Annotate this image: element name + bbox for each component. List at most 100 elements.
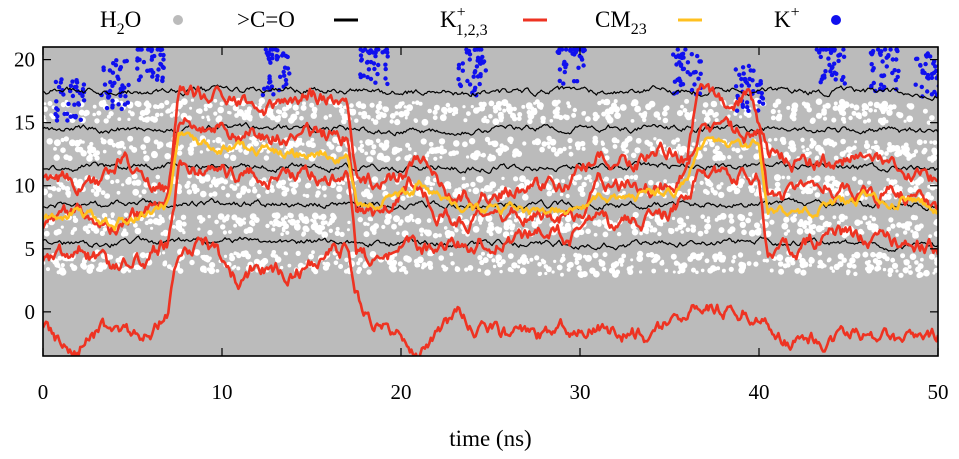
gap-point <box>484 136 491 143</box>
potassium-point <box>62 111 67 117</box>
gap-point <box>581 146 586 151</box>
gap-point <box>672 270 676 274</box>
gap-point <box>639 231 643 236</box>
gap-point <box>868 108 873 113</box>
potassium-point <box>54 99 59 104</box>
gap-point <box>783 216 790 223</box>
gap-point <box>603 102 607 106</box>
gap-point <box>253 258 261 265</box>
gap-point <box>826 258 831 263</box>
gap-point <box>360 103 367 110</box>
gap-point <box>424 179 431 186</box>
gap-point <box>827 221 832 227</box>
gap-point <box>922 147 928 153</box>
gap-point <box>140 144 147 151</box>
gap-point <box>318 215 323 220</box>
gap-point <box>783 231 789 236</box>
gap-point <box>753 261 759 267</box>
gap-point <box>929 195 934 201</box>
gap-point <box>573 175 579 181</box>
gap-point <box>639 270 643 274</box>
gap-point <box>718 191 725 199</box>
gap-point <box>880 108 885 113</box>
gap-point <box>600 141 606 146</box>
gap-point <box>925 191 931 198</box>
gap-point <box>130 111 135 117</box>
gap-point <box>302 225 309 232</box>
gap-point <box>298 137 303 142</box>
gap-point <box>433 104 440 111</box>
potassium-point <box>456 66 461 71</box>
legend-item: K+ <box>774 4 841 32</box>
gap-point <box>497 111 504 118</box>
gap-point <box>143 155 150 162</box>
gap-point <box>335 226 340 231</box>
gap-point <box>275 109 281 114</box>
gap-point <box>359 143 365 148</box>
gap-point <box>754 229 760 235</box>
gap-point <box>276 221 283 228</box>
gap-point <box>104 194 109 199</box>
gap-point <box>555 106 561 112</box>
gap-point <box>468 138 476 145</box>
gap-point <box>429 182 434 186</box>
potassium-point <box>561 81 566 86</box>
gap-point <box>547 145 551 149</box>
gap-point <box>47 101 53 106</box>
gap-point <box>454 266 461 273</box>
gap-point <box>223 254 228 258</box>
gap-point <box>461 229 466 235</box>
gap-point <box>817 251 823 256</box>
gap-point <box>566 101 570 106</box>
gap-point <box>497 261 503 268</box>
gap-point <box>180 214 187 220</box>
gap-point <box>657 116 662 121</box>
gap-point <box>922 108 928 114</box>
potassium-point <box>284 81 289 87</box>
potassium-point <box>871 66 876 71</box>
x-tick-label: 0 <box>38 380 49 404</box>
gap-point <box>511 262 518 269</box>
gap-point <box>271 250 277 255</box>
potassium-point <box>76 101 81 106</box>
gap-point <box>903 119 907 123</box>
gap-point <box>77 178 84 185</box>
gap-point <box>336 193 342 200</box>
gap-point <box>644 227 650 233</box>
gap-point <box>562 146 567 152</box>
gap-point <box>668 227 672 232</box>
gap-point <box>166 108 172 114</box>
gap-point <box>143 116 150 123</box>
gap-point <box>363 231 370 238</box>
gap-point <box>51 186 57 192</box>
potassium-point <box>881 73 887 78</box>
gap-point <box>339 231 345 237</box>
potassium-point <box>270 56 275 61</box>
potassium-point <box>275 48 280 53</box>
gap-point <box>906 153 913 160</box>
gap-point <box>231 214 238 221</box>
gap-point <box>495 254 503 261</box>
gap-point <box>521 104 526 109</box>
gap-point <box>581 181 587 188</box>
gap-point <box>786 105 791 110</box>
gap-point <box>492 264 497 269</box>
gap-point <box>501 99 509 107</box>
gap-point <box>246 108 252 114</box>
gap-point <box>276 182 283 189</box>
gap-point <box>543 264 549 269</box>
potassium-point <box>571 79 577 84</box>
potassium-point <box>841 47 846 52</box>
potassium-point <box>557 67 563 72</box>
gap-point <box>454 110 459 115</box>
potassium-point <box>886 53 891 58</box>
gap-point <box>366 114 371 120</box>
gap-point <box>361 191 368 198</box>
gap-point <box>101 100 107 107</box>
gap-point <box>774 174 781 182</box>
gap-point <box>56 187 62 193</box>
gap-point <box>808 263 813 267</box>
gap-point <box>450 261 455 266</box>
gap-point <box>289 182 294 187</box>
gap-point <box>274 115 281 123</box>
